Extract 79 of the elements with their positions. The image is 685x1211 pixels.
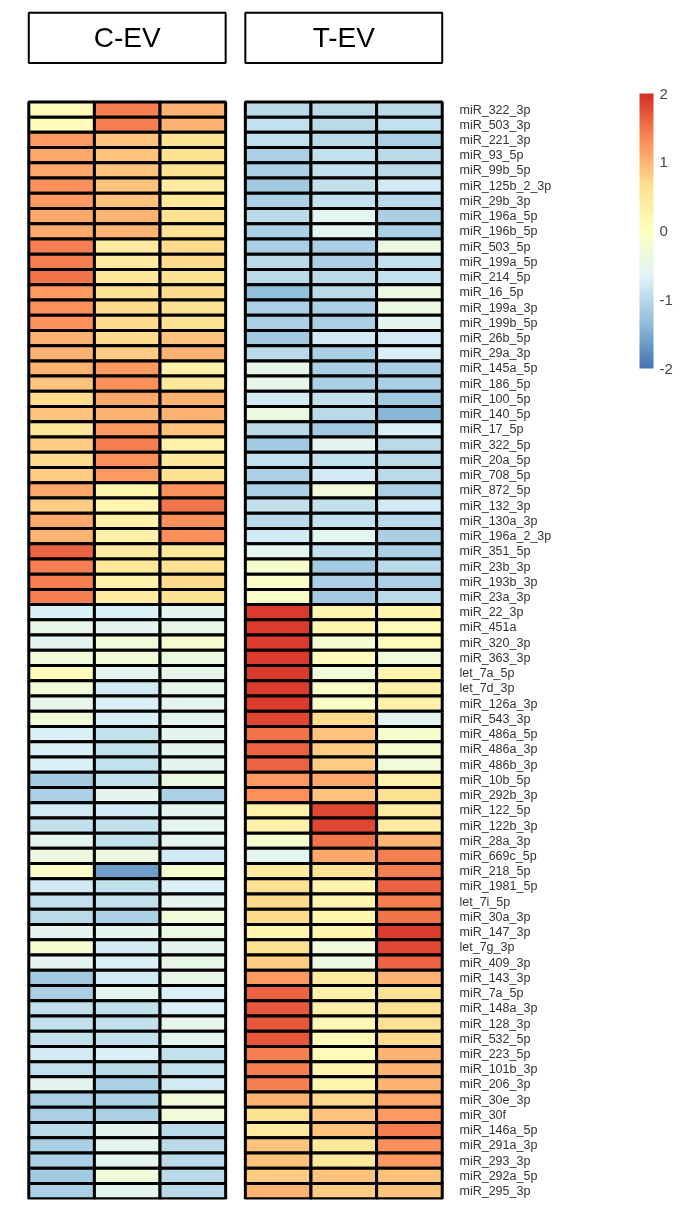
y-tick-label: miR_23a_3p	[459, 590, 531, 604]
y-tick-label: miR_503_3p	[459, 117, 531, 132]
y-tick-label: miR_199a_5p	[459, 254, 538, 269]
y-tick-label: miR_223_5p	[459, 1047, 531, 1062]
y-tick-label: miR_218_5p	[459, 864, 531, 879]
y-tick-label: miR_320_3p	[459, 635, 531, 650]
y-tick-label: miR_503_5p	[459, 239, 531, 254]
y-tick-label: miR_214_5p	[459, 270, 531, 285]
y-tick-label: let_7d_3p	[459, 681, 515, 696]
y-tick-label: miR_351_5p	[459, 544, 531, 559]
y-tick-label: miR_146a_5p	[459, 1123, 538, 1138]
y-tick-label: miR_708_5p	[459, 468, 531, 483]
y-tick-label: miR_669c_5p	[459, 848, 537, 863]
y-tick-label: miR_295_3p	[459, 1184, 531, 1199]
color-bar-label: -1	[659, 290, 673, 308]
y-tick-label: miR_128_3p	[459, 1016, 531, 1031]
y-tick-label: miR_30f	[459, 1107, 507, 1122]
text: C-EV	[93, 22, 161, 54]
y-tick-label: miR_221_3p	[459, 132, 531, 147]
y-tick-label: miR_486a_3p	[459, 742, 538, 757]
y-tick-label: miR_486b_3p	[459, 757, 538, 772]
y-tick-label: miR_147_3p	[459, 925, 531, 940]
y-tick-label: miR_29a_3p	[459, 346, 531, 361]
y-tick-label: miR_23b_3p	[459, 559, 531, 574]
y-tick-label: miR_196b_5p	[459, 224, 538, 239]
y-tick-label: miR_291a_3p	[459, 1138, 538, 1153]
y-tick-label: miR_186_5p	[459, 376, 531, 391]
y-tick-label: miR_543_3p	[459, 711, 531, 726]
y-tick-label: miR_122_5p	[459, 803, 531, 818]
y-tick-label: miR_100_5p	[459, 391, 531, 406]
y-tick-label: miR_193b_3p	[459, 574, 538, 589]
y-tick-label: miR_16_5p	[459, 285, 524, 300]
color-bar-label: 1	[659, 153, 668, 171]
y-tick-label: miR_10b_5p	[459, 772, 531, 787]
y-tick-label: miR_143_3p	[459, 970, 531, 985]
y-tick-label: miR_140_5p	[459, 407, 531, 422]
y-tick-label: miR_122b_3p	[459, 818, 538, 833]
y-tick-label: miR_486a_5p	[459, 727, 538, 742]
y-tick-label: miR_292a_5p	[459, 1168, 538, 1183]
y-tick-label: miR_363_3p	[459, 650, 531, 665]
y-tick-label: miR_148a_3p	[459, 1001, 538, 1016]
y-tick-label: miR_409_3p	[459, 955, 531, 970]
color-bar-label: 0	[659, 222, 668, 239]
y-tick-label: miR_22_3p	[459, 605, 524, 620]
y-tick-label: miR_28a_3p	[459, 833, 531, 848]
y-tick-label: miR_17_5p	[459, 422, 524, 437]
y-tick-label: miR_532_5p	[459, 1031, 531, 1046]
y-tick-label: miR_101b_3p	[459, 1062, 538, 1077]
y-tick-label: miR_206_3p	[459, 1077, 531, 1092]
y-tick-label: miR_196a_2_3p	[459, 529, 552, 544]
y-tick-label: miR_29b_3p	[459, 193, 531, 208]
y-tick-label: let_7i_5p	[459, 894, 511, 909]
y-tick-label: miR_130a_3p	[459, 513, 538, 528]
y-tick-label: miR_132_3p	[459, 498, 531, 513]
y-tick-label: miR_30a_3p	[459, 909, 531, 924]
y-tick-label: miR_196a_5p	[459, 209, 538, 224]
y-tick-label: miR_125b_2_3p	[459, 178, 552, 193]
y-tick-label: miR_26b_5p	[459, 331, 531, 346]
y-tick-label: miR_145a_5p	[459, 361, 538, 376]
y-tick-label: miR_451a	[459, 620, 517, 635]
y-tick-label: miR_7a_5p	[459, 986, 524, 1001]
y-tick-label: miR_126a_3p	[459, 696, 538, 711]
y-tick-label: miR_322_5p	[459, 437, 531, 452]
y-tick-label: let_7g_3p	[459, 940, 515, 955]
y-tick-label: miR_20a_5p	[459, 452, 531, 467]
y-tick-label: let_7a_5p	[459, 666, 515, 681]
y-tick-label: miR_99b_5p	[459, 163, 531, 178]
color-bar-label: -2	[659, 359, 673, 377]
y-tick-label: miR_293_3p	[459, 1153, 531, 1168]
y-tick-label: miR_322_3p	[459, 102, 531, 117]
color-bar-label: 2	[659, 84, 668, 102]
y-tick-label: miR_292b_3p	[459, 788, 538, 803]
y-tick-label: miR_199a_3p	[459, 300, 538, 315]
text: T-EV	[312, 22, 376, 54]
y-tick-label: miR_872_5p	[459, 483, 531, 498]
y-tick-label: miR_93_5p	[459, 148, 524, 163]
y-tick-label: miR_1981_5p	[459, 879, 538, 894]
y-tick-label: miR_30e_3p	[459, 1092, 531, 1107]
y-tick-label: miR_199b_5p	[459, 315, 538, 330]
